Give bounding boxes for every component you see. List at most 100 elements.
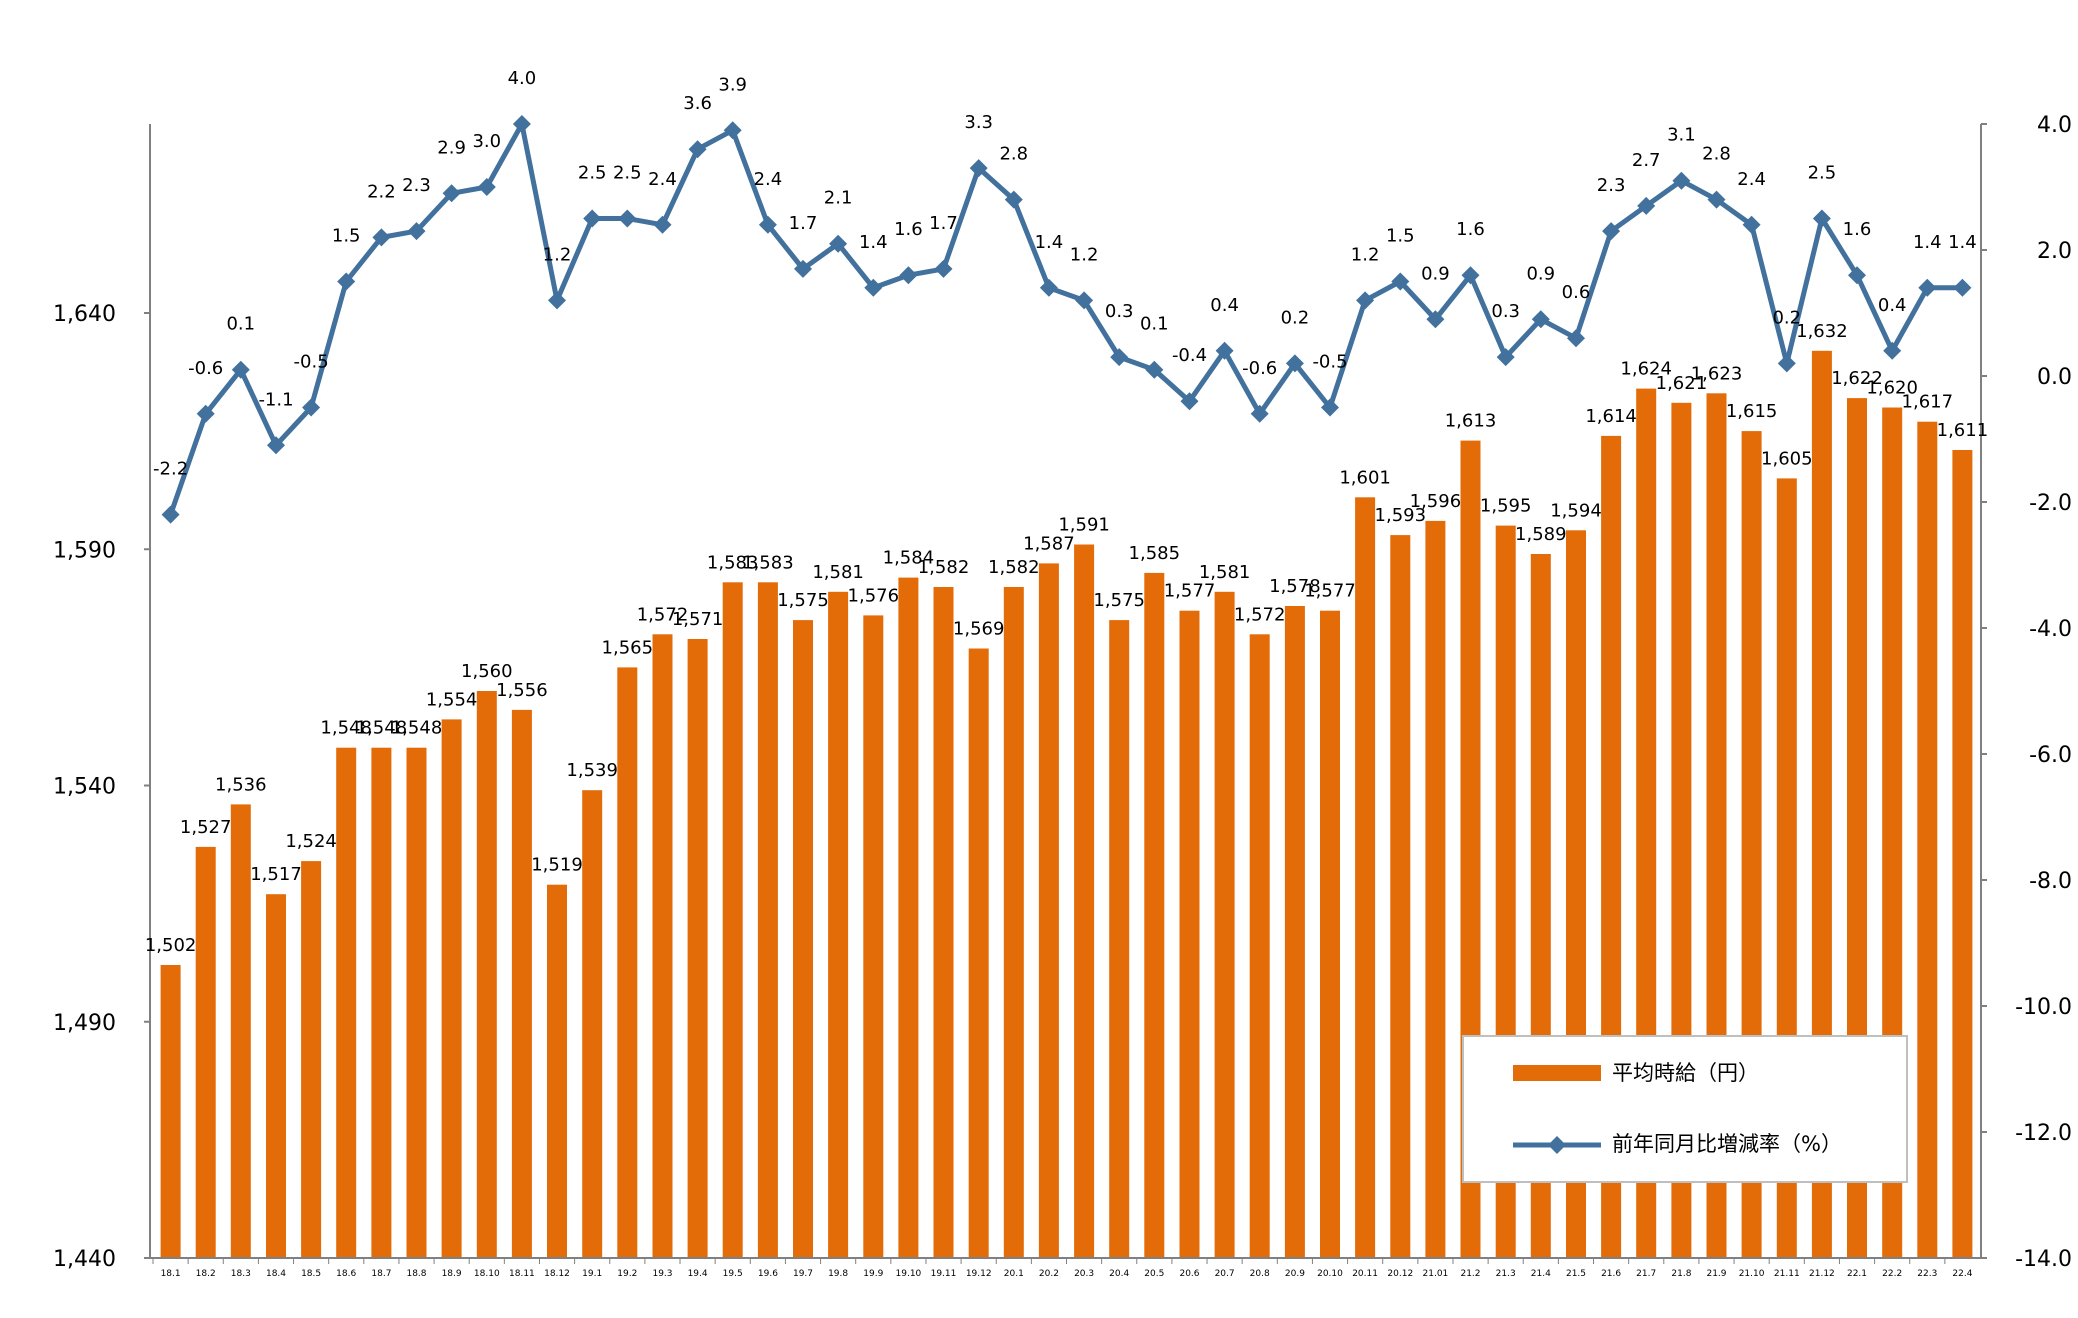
bar — [1144, 572, 1165, 1258]
line-data-label: 0.6 — [1562, 282, 1591, 303]
x-tick-label: 21.10 — [1739, 1269, 1765, 1279]
x-tick-label: 19.2 — [617, 1269, 637, 1279]
bar — [1355, 497, 1376, 1258]
line-marker — [1812, 209, 1831, 228]
x-tick-label: 20.12 — [1387, 1269, 1413, 1279]
line-marker — [1426, 310, 1445, 329]
left-tick-label: 1,590 — [53, 538, 116, 563]
x-tick-label: 20.9 — [1285, 1269, 1305, 1279]
bar — [1109, 620, 1130, 1258]
x-tick-label: 18.12 — [544, 1269, 570, 1279]
line-data-label: 2.5 — [578, 163, 607, 184]
line-marker — [337, 272, 356, 291]
x-tick-label: 22.4 — [1952, 1269, 1972, 1279]
line-marker — [1039, 278, 1058, 297]
line-data-label: 1.7 — [789, 213, 818, 234]
bar — [617, 667, 638, 1258]
bar-data-label: 1,502 — [145, 935, 197, 956]
x-tick-label: 18.9 — [442, 1269, 462, 1279]
line-data-label: 2.5 — [613, 163, 642, 184]
x-tick-label: 20.2 — [1039, 1269, 1059, 1279]
bar — [1179, 610, 1200, 1258]
bar-data-label: 1,577 — [1304, 581, 1356, 602]
bar — [547, 884, 567, 1258]
x-tick-label: 18.5 — [301, 1269, 321, 1279]
bar-data-label: 1,585 — [1129, 543, 1181, 564]
line-marker — [1567, 329, 1585, 348]
x-tick-label: 18.8 — [406, 1269, 426, 1279]
line-data-label: 3.0 — [472, 131, 501, 152]
bar-data-label: 1,584 — [883, 548, 935, 569]
line-data-label: 2.8 — [999, 144, 1028, 165]
line-data-label: 3.3 — [964, 112, 993, 133]
legend-bar-swatch — [1513, 1065, 1601, 1081]
bar-data-label: 1,581 — [1199, 562, 1251, 583]
bar-data-label: 1,572 — [637, 604, 689, 625]
x-tick-label: 21.8 — [1671, 1269, 1691, 1279]
line-data-label: 2.9 — [437, 137, 466, 158]
bar-data-label: 1,554 — [426, 689, 478, 710]
bar-data-label: 1,548 — [391, 718, 443, 739]
bar — [793, 620, 813, 1258]
line-data-label: 0.3 — [1491, 301, 1520, 322]
x-tick-label: 19.9 — [863, 1269, 883, 1279]
bar-data-label: 1,556 — [496, 680, 548, 701]
x-tick-label: 21.3 — [1496, 1269, 1516, 1279]
x-tick-label: 20.8 — [1250, 1269, 1270, 1279]
bar-data-label: 1,565 — [602, 637, 654, 658]
line-data-label: -1.1 — [258, 389, 293, 410]
bar — [1390, 535, 1411, 1258]
line-data-label: -0.6 — [188, 358, 223, 379]
line-data-label: 3.1 — [1667, 125, 1696, 146]
x-tick-label: 19.8 — [828, 1269, 848, 1279]
line-marker — [302, 398, 321, 417]
bar-data-label: 1,605 — [1761, 448, 1813, 469]
line-marker — [1215, 341, 1234, 360]
x-tick-label: 22.2 — [1882, 1269, 1902, 1279]
bar-data-label: 1,572 — [1234, 604, 1286, 625]
line-marker — [723, 121, 742, 140]
bar — [371, 747, 392, 1258]
x-tick-label: 21.9 — [1706, 1269, 1726, 1279]
line-marker — [1531, 310, 1550, 329]
bar-data-label: 1,620 — [1866, 378, 1918, 399]
bar-data-label: 1,578 — [1269, 576, 1321, 597]
x-tick-label: 20.1 — [1004, 1269, 1024, 1279]
left-tick-label: 1,640 — [53, 302, 116, 327]
bar — [441, 719, 462, 1258]
right-tick-label: -6.0 — [2029, 743, 2072, 768]
line-data-label: 1.5 — [332, 226, 361, 247]
line-data-label: 0.2 — [1281, 307, 1310, 328]
line-marker — [442, 184, 461, 203]
line-marker — [1602, 222, 1621, 241]
line-marker — [758, 215, 777, 234]
line-data-label: 2.3 — [402, 175, 431, 196]
right-tick-label: 2.0 — [2037, 239, 2072, 264]
bar — [160, 965, 181, 1258]
bar-data-label: 1,576 — [848, 585, 900, 606]
line-marker — [161, 505, 180, 524]
line-marker — [231, 360, 250, 379]
x-tick-label: 21.12 — [1809, 1269, 1835, 1279]
bar — [1811, 350, 1832, 1258]
line-data-label: -0.6 — [1242, 358, 1277, 379]
x-tick-label: 19.6 — [758, 1269, 778, 1279]
line-data-label: 0.9 — [1526, 263, 1555, 284]
bar-data-label: 1,611 — [1937, 420, 1989, 441]
bar-data-label: 1,623 — [1691, 363, 1743, 384]
line-marker — [407, 222, 426, 241]
line-data-label: 2.2 — [367, 181, 396, 202]
bar-data-label: 1,593 — [1375, 505, 1427, 526]
line-data-label: 0.2 — [1772, 307, 1801, 328]
bar-data-label: 1,582 — [988, 557, 1040, 578]
line-marker — [1953, 278, 1972, 297]
legend-box — [1462, 1035, 1908, 1183]
line-marker — [829, 234, 848, 253]
left-tick-label: 1,490 — [53, 1011, 116, 1036]
x-tick-label: 21.5 — [1566, 1269, 1586, 1279]
line-data-label: 2.4 — [648, 169, 677, 190]
line-data-label: 3.9 — [718, 74, 747, 95]
bar-data-label: 1,571 — [672, 609, 724, 630]
right-tick-label: 0.0 — [2037, 365, 2072, 390]
bar-data-label: 1,613 — [1445, 411, 1497, 432]
